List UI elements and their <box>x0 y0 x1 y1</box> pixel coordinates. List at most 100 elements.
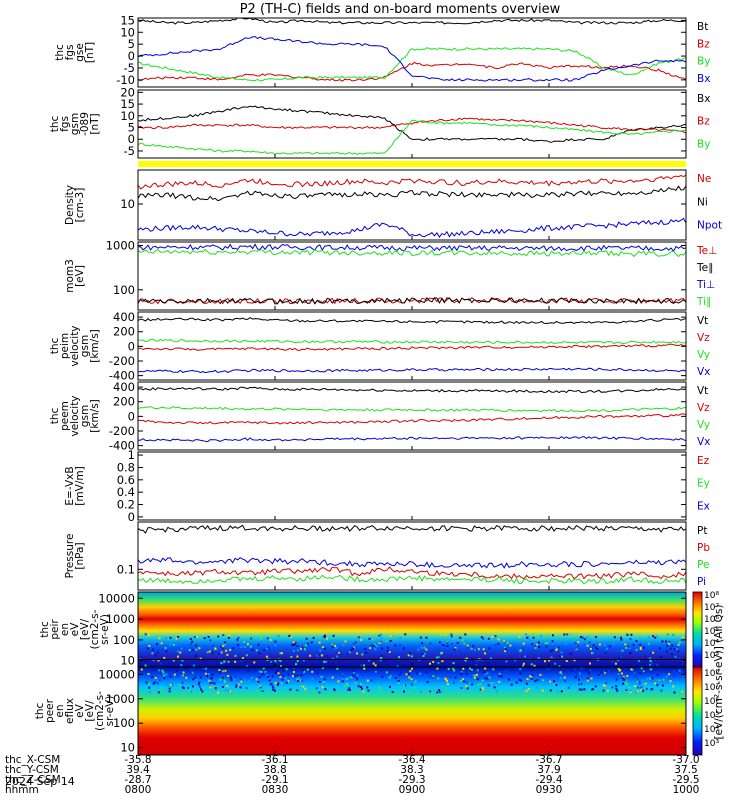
spectrogram-pixel <box>292 675 294 678</box>
spectrogram-pixel <box>268 678 271 681</box>
spectrogram-pixel <box>578 688 581 691</box>
spectrogram-pixel <box>531 643 534 646</box>
spectrogram-pixel <box>326 655 329 658</box>
spectrogram-pixel <box>450 633 453 636</box>
y-axis-label: en <box>54 704 66 717</box>
spectrogram-pixel <box>350 649 353 652</box>
spectrogram-pixel <box>460 671 463 673</box>
spectrogram-pixel <box>672 633 675 636</box>
spectrogram-pixel <box>261 673 264 676</box>
spectrogram-pixel <box>518 678 521 681</box>
spectrogram-pixel <box>226 653 229 656</box>
spectrogram-pixel <box>659 647 661 650</box>
spectrogram-pixel <box>266 637 269 640</box>
spectrogram-pixel <box>484 652 486 655</box>
spectrogram-pixel <box>537 657 540 660</box>
y-axis-label: [eV/ <box>79 618 91 640</box>
spectrogram-pixel <box>397 681 400 684</box>
spectrogram-pixel <box>203 637 206 639</box>
spectrogram-pixel <box>234 675 237 678</box>
spectrogram-pixel <box>534 680 537 683</box>
spectrogram-pixel <box>266 674 269 677</box>
spectrogram-pixel <box>296 660 299 663</box>
spectrogram-pixel <box>193 636 196 639</box>
spectrogram-pixel <box>628 686 630 689</box>
quality-flag-bar <box>138 161 686 167</box>
y-tick-label: 1000 <box>106 612 135 626</box>
spectrogram-pixel <box>553 680 556 683</box>
spectrogram-pixel <box>634 642 637 645</box>
y-axis-label: en <box>59 623 71 636</box>
spectrogram-pixel <box>161 648 164 651</box>
spectrogram-pixel <box>565 643 567 646</box>
spectrogram-pixel <box>463 680 466 683</box>
spectrogram-pixel <box>275 668 278 671</box>
spectrogram-pixel <box>408 676 411 679</box>
spectrogram-pixel <box>513 647 516 650</box>
spectrogram-pixel <box>671 644 674 647</box>
legend-entry: Vx <box>697 366 710 378</box>
spectrogram-pixel <box>268 679 271 682</box>
spectrogram-pixel <box>239 678 242 681</box>
spectrogram-pixel <box>649 677 651 680</box>
spectrogram-pixel <box>380 654 383 657</box>
spectrogram-pixel <box>611 686 614 689</box>
spectrogram-pixel <box>591 688 594 691</box>
spectrogram-pixel <box>563 676 566 679</box>
series-green-line <box>137 248 687 258</box>
spectrogram-pixel <box>577 644 580 647</box>
spectrogram-pixel <box>574 676 577 679</box>
spectrogram-pixel <box>345 682 348 685</box>
spectrogram-pixel <box>650 668 653 670</box>
series-green-line <box>137 119 687 156</box>
spectrogram-pixel <box>211 677 213 680</box>
spectrogram-pixel <box>557 690 560 693</box>
spectrogram-pixel <box>200 688 202 691</box>
spectrogram-pixel <box>563 691 566 694</box>
spectrogram-pixel <box>466 681 468 684</box>
y-tick-label: 400 <box>113 380 135 394</box>
spectrogram-pixel <box>555 649 558 651</box>
spectrogram-pixel <box>148 682 151 685</box>
spectrogram-pixel <box>624 679 627 682</box>
spectrogram-pixel <box>221 686 224 688</box>
spectrogram-pixel <box>589 674 592 677</box>
spectrogram-pixel <box>429 642 432 645</box>
spectrogram-pixel <box>416 651 419 654</box>
spectrogram-pixel <box>348 651 351 654</box>
spectrogram-pixel <box>539 673 542 676</box>
spectrogram-pixel <box>169 675 172 678</box>
spectrogram-pixel <box>373 643 376 646</box>
y-tick-label: -200 <box>109 424 135 438</box>
spectrogram-pixel <box>355 681 357 684</box>
legend-entry: Te∥ <box>696 262 713 274</box>
spectrogram-pixel <box>372 662 375 665</box>
spectrogram-pixel <box>569 652 572 655</box>
spectrogram-pixel <box>368 637 371 640</box>
series-blue-line <box>137 217 687 239</box>
legend-entry: Te⊥ <box>696 245 717 257</box>
spectrogram-pixel <box>527 635 530 638</box>
spectrogram-pixel <box>669 680 672 683</box>
series-red-line <box>137 413 687 425</box>
legend-entry: Vz <box>697 332 710 344</box>
spectrogram-pixel <box>144 633 147 636</box>
spectrogram-pixel <box>536 686 539 689</box>
spectrogram-pixel <box>480 690 483 693</box>
spectrogram-pixel <box>596 647 599 650</box>
spectrogram-pixel <box>570 652 573 655</box>
ephemeris-value: -36.1 <box>261 754 288 766</box>
spectrogram-pixel <box>453 669 456 672</box>
spectrogram-pixel <box>324 634 326 637</box>
spectrogram-pixel <box>462 667 465 670</box>
spectrogram-pixel <box>526 636 528 639</box>
series-black-line <box>137 17 687 25</box>
y-axis-label: peim <box>59 333 71 359</box>
spectrogram-pixel <box>204 672 207 675</box>
spectrogram-pixel <box>571 669 574 672</box>
spectrogram-pixel <box>560 690 563 693</box>
spectrogram-pixel <box>192 670 195 673</box>
spectrogram-pixel <box>460 672 463 675</box>
spectrogram-pixel <box>397 680 400 682</box>
spectrogram-pixel <box>484 677 487 680</box>
